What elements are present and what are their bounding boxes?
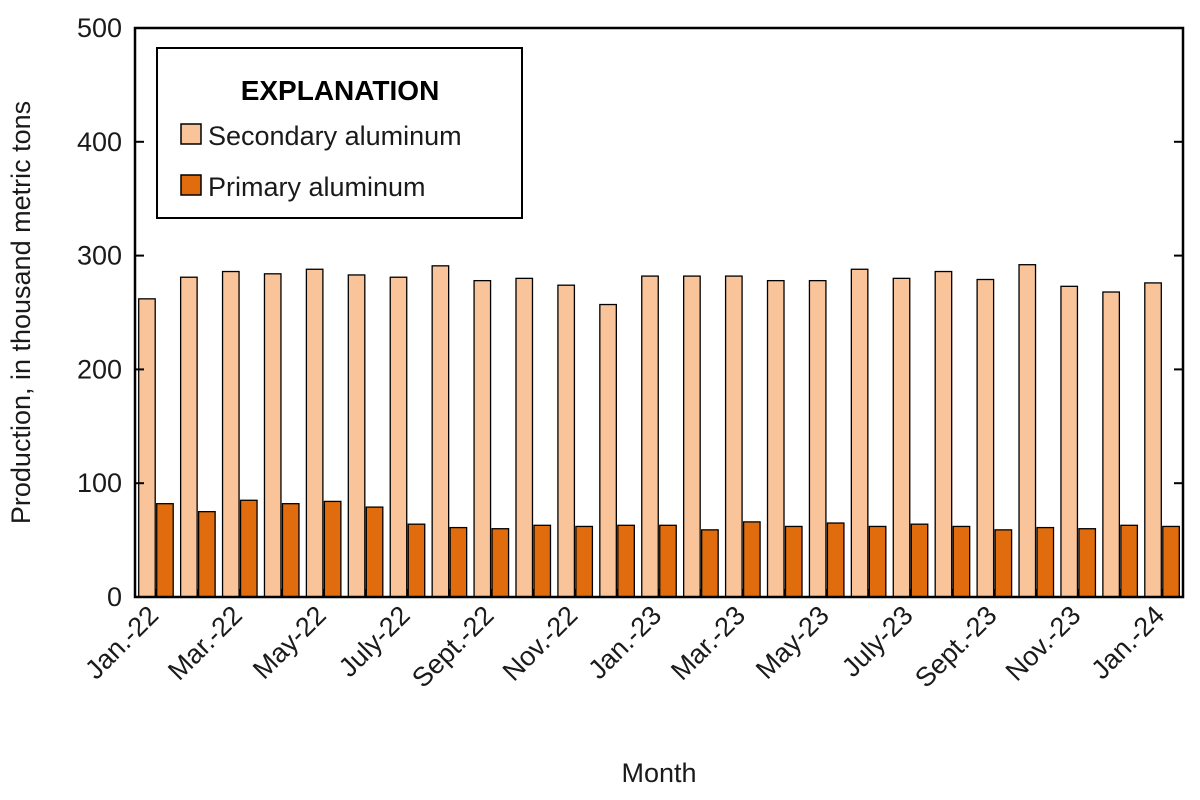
x-tick-label: May-23 <box>750 600 835 685</box>
y-axis: 0 100 200 300 400 500 <box>77 13 1183 612</box>
bar-secondary-Dec.-22 <box>599 303 617 598</box>
y-axis-title: Production, in thousand metric tons <box>6 101 36 524</box>
x-tick-label: Nov.-23 <box>1000 600 1087 687</box>
bar-secondary-July-22 <box>389 276 408 598</box>
y-tick-label: 0 <box>107 582 122 612</box>
bar-primary-Sept.-22 <box>491 528 510 598</box>
bar-primary-Sept.-23 <box>994 529 1013 598</box>
bar-secondary-Oct.-23 <box>1018 264 1037 598</box>
legend: EXPLANATION Secondary aluminum Primary a… <box>156 47 523 219</box>
bar-primary-Dec.-22 <box>617 524 635 598</box>
bar-primary-Jan.-22 <box>156 503 174 598</box>
legend-swatch-secondary <box>180 123 202 145</box>
legend-title: EXPLANATION <box>241 75 440 106</box>
x-tick-label: Mar.-22 <box>162 600 248 686</box>
x-tick-label: Nov.-22 <box>497 600 584 687</box>
bar-secondary-Aug.-23 <box>934 270 953 598</box>
bar-primary-June-23 <box>868 525 887 598</box>
x-tick-label: Jan.-24 <box>1085 600 1170 685</box>
y-tick-label: 400 <box>77 127 122 157</box>
bar-primary-May-22 <box>323 500 342 598</box>
bar-secondary-Jan.-23 <box>641 275 659 598</box>
bar-secondary-Apr.-22 <box>263 273 282 598</box>
x-tick-label: July-23 <box>836 600 919 683</box>
bars-layer <box>138 264 1180 598</box>
x-tick-label: May-22 <box>247 600 332 685</box>
bar-secondary-Sept.-22 <box>473 279 492 598</box>
bar-secondary-Apr.-23 <box>766 279 785 598</box>
bar-primary-Jan.-23 <box>659 524 677 598</box>
x-tick-label: Mar.-23 <box>665 600 751 686</box>
bar-primary-July-23 <box>910 523 929 598</box>
y-tick-label: 100 <box>77 468 122 498</box>
bar-secondary-Mar.-23 <box>724 275 743 598</box>
x-tick-label: July-22 <box>333 600 416 683</box>
x-axis-title: Month <box>621 758 696 788</box>
bar-secondary-Mar.-22 <box>221 270 240 598</box>
x-tick-label: Sept.-23 <box>909 600 1002 693</box>
bar-secondary-Dec.-23 <box>1102 291 1121 598</box>
bar-primary-Nov.-23 <box>1078 528 1097 598</box>
bar-primary-Aug.-22 <box>449 526 468 598</box>
bar-primary-Oct.-23 <box>1036 526 1055 598</box>
legend-label-primary: Primary aluminum <box>208 172 426 202</box>
x-tick-label: Jan.-22 <box>79 600 164 685</box>
bar-secondary-May-22 <box>305 268 324 598</box>
bar-secondary-Jan.-22 <box>138 298 156 598</box>
bar-secondary-May-23 <box>808 279 827 598</box>
bar-primary-Apr.-23 <box>784 525 803 598</box>
bar-secondary-Oct.-22 <box>515 277 534 598</box>
bar-primary-Dec.-23 <box>1120 524 1139 598</box>
bar-secondary-June-23 <box>850 268 869 598</box>
y-tick-label: 500 <box>77 13 122 43</box>
bar-primary-Feb.-23 <box>701 529 719 598</box>
bar-primary-Jan.-24 <box>1162 525 1180 598</box>
bar-secondary-Nov.-22 <box>557 284 576 598</box>
bar-secondary-Feb.-22 <box>179 276 198 598</box>
bar-primary-May-23 <box>826 522 845 598</box>
x-tick-label: Sept.-22 <box>406 600 499 693</box>
bar-primary-July-22 <box>407 523 426 598</box>
x-tick-label: Jan.-23 <box>582 600 667 685</box>
bar-primary-Oct.-22 <box>533 524 552 598</box>
bar-secondary-Feb.-23 <box>683 275 701 598</box>
y-tick-label: 200 <box>77 354 122 384</box>
y-tick-label: 300 <box>77 241 122 271</box>
bar-primary-Mar.-22 <box>239 499 258 598</box>
bar-secondary-Aug.-22 <box>431 265 450 598</box>
bar-secondary-Sept.-23 <box>976 278 995 598</box>
bar-secondary-Nov.-23 <box>1060 285 1079 598</box>
bar-secondary-July-23 <box>892 277 911 598</box>
legend-swatch-primary <box>180 174 202 196</box>
legend-label-secondary: Secondary aluminum <box>208 121 462 151</box>
bar-primary-Apr.-22 <box>281 503 300 598</box>
bar-primary-Mar.-23 <box>742 521 761 598</box>
bar-primary-Feb.-22 <box>197 510 216 598</box>
bar-primary-Aug.-23 <box>952 525 971 598</box>
bar-secondary-June-22 <box>347 274 366 598</box>
bar-primary-Nov.-22 <box>575 525 594 598</box>
bar-primary-June-22 <box>365 506 384 598</box>
bar-secondary-Jan.-24 <box>1144 282 1162 598</box>
legend-box <box>156 47 523 219</box>
